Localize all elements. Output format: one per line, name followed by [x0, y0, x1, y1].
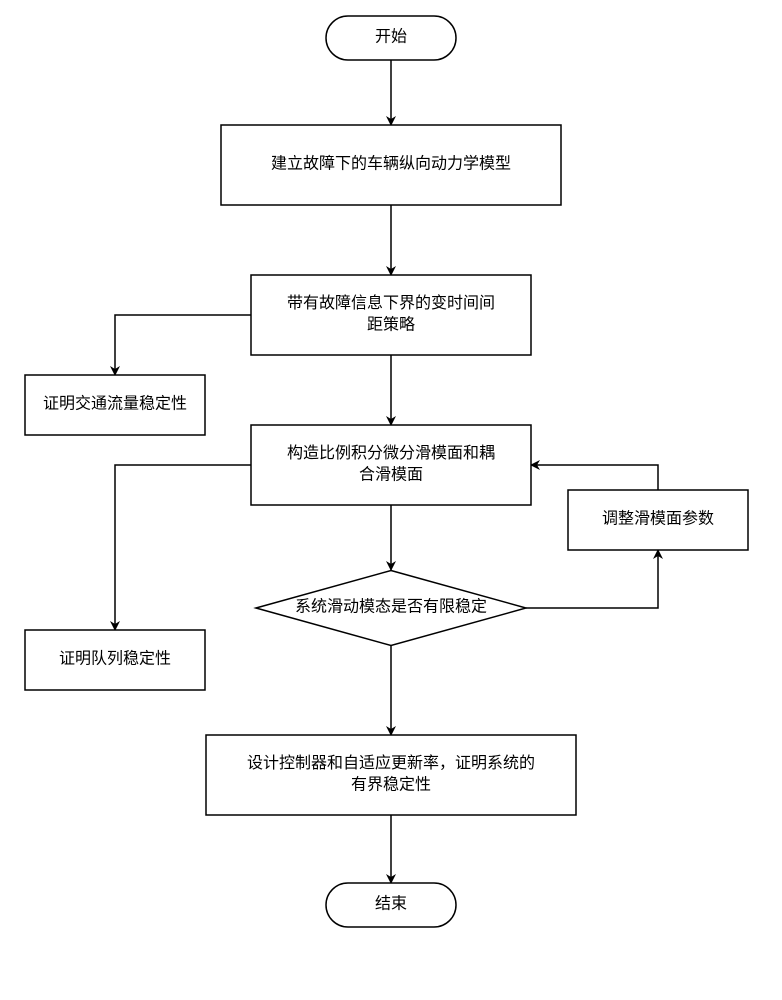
node-n5: 调整滑模面参数	[568, 490, 748, 550]
node-end: 结束	[326, 883, 456, 927]
node-label: 开始	[375, 28, 407, 46]
node-n4: 构造比例积分微分滑模面和耦合滑模面	[251, 425, 531, 505]
node-d1: 系统滑动模态是否有限稳定	[256, 571, 526, 646]
node-label: 系统滑动模态是否有限稳定	[295, 598, 487, 616]
node-label: 调整滑模面参数	[602, 510, 714, 528]
node-n6: 证明队列稳定性	[25, 630, 205, 690]
node-label: 证明交通流量稳定性	[43, 395, 187, 413]
node-label: 结束	[375, 895, 407, 913]
node-start: 开始	[326, 16, 456, 60]
flow-edge	[115, 465, 251, 630]
process-shape	[251, 275, 531, 355]
process-shape	[251, 425, 531, 505]
flowchart-diagram: 开始建立故障下的车辆纵向动力学模型带有故障信息下界的变时间间距策略证明交通流量稳…	[0, 0, 782, 1000]
nodes-group: 开始建立故障下的车辆纵向动力学模型带有故障信息下界的变时间间距策略证明交通流量稳…	[25, 16, 748, 927]
node-n3: 证明交通流量稳定性	[25, 375, 205, 435]
flow-edge	[526, 550, 658, 608]
process-shape	[206, 735, 576, 815]
node-n7: 设计控制器和自适应更新率，证明系统的有界稳定性	[206, 735, 576, 815]
node-n1: 建立故障下的车辆纵向动力学模型	[221, 125, 561, 205]
flow-edge	[115, 315, 251, 375]
node-label: 建立故障下的车辆纵向动力学模型	[271, 155, 511, 173]
node-n2: 带有故障信息下界的变时间间距策略	[251, 275, 531, 355]
node-label: 证明队列稳定性	[59, 650, 171, 668]
flow-edge	[531, 465, 658, 490]
